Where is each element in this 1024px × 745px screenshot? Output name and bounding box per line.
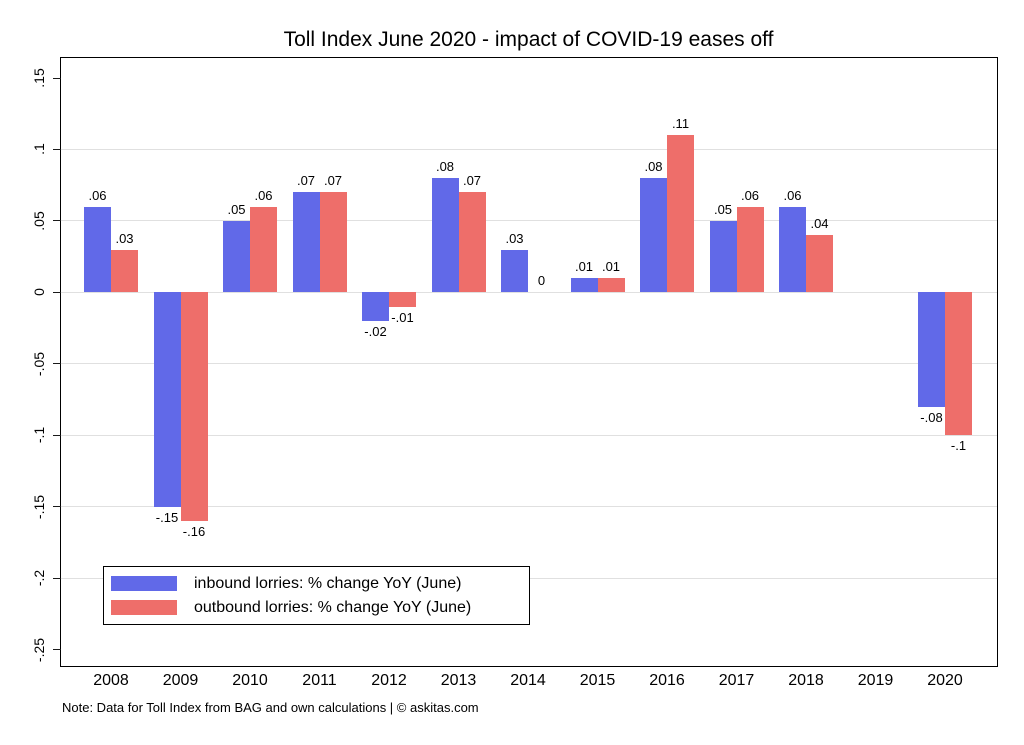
bar-label-inbound-2015: .01 xyxy=(574,259,594,275)
bar-inbound-2018 xyxy=(779,206,806,293)
bar-label-inbound-2020: -.08 xyxy=(920,409,943,425)
x-tick-label-2016: 2016 xyxy=(649,672,685,689)
bar-outbound-2008 xyxy=(111,249,138,293)
bar-label-inbound-2012: -.02 xyxy=(364,323,387,339)
x-tick-label-2009: 2009 xyxy=(162,672,199,689)
y-tick xyxy=(53,148,61,150)
y-tick-label: 0 xyxy=(31,288,47,297)
x-tick-label-2011: 2011 xyxy=(302,672,337,689)
x-tick-label-2008: 2008 xyxy=(93,672,129,689)
bar-inbound-2014 xyxy=(501,249,528,293)
legend-label-inbound: inbound lorries: % change YoY (June) xyxy=(194,574,462,592)
bar-label-outbound-2014: 0 xyxy=(537,273,546,289)
y-tick-label: .05 xyxy=(31,211,47,231)
bar-outbound-2018 xyxy=(806,235,833,293)
y-tick xyxy=(53,363,61,365)
x-tick-label-2014: 2014 xyxy=(510,672,546,689)
bar-outbound-2009 xyxy=(180,292,208,522)
y-tick xyxy=(53,220,61,222)
chart-title: Toll Index June 2020 - impact of COVID-1… xyxy=(283,28,774,51)
x-tick-label-2013: 2013 xyxy=(440,672,477,689)
y-tick xyxy=(53,77,61,79)
bar-label-inbound-2009: -.15 xyxy=(155,509,179,525)
bar-label-outbound-2009: -.16 xyxy=(182,524,206,540)
bar-inbound-2015 xyxy=(570,278,598,293)
bar-inbound-2017 xyxy=(709,220,737,293)
bar-inbound-2012 xyxy=(362,292,389,321)
bar-label-inbound-2013: .08 xyxy=(435,159,455,175)
bar-label-outbound-2012: -.01 xyxy=(391,309,414,325)
y-tick-label: -.05 xyxy=(31,351,47,376)
bar-label-inbound-2010: .05 xyxy=(227,201,246,217)
bar-label-outbound-2017: .06 xyxy=(740,187,760,203)
gridline xyxy=(61,291,997,293)
bar-label-inbound-2016: .08 xyxy=(644,159,663,175)
bar-label-outbound-2015: .01 xyxy=(601,259,621,275)
outbound-color-swatch xyxy=(111,600,177,615)
x-tick-label-2010: 2010 xyxy=(232,672,268,689)
y-tick-label: .1 xyxy=(31,143,47,156)
bar-label-inbound-2018: .06 xyxy=(783,187,802,203)
gridline xyxy=(61,220,997,222)
y-tick-label: -.25 xyxy=(31,637,47,662)
plot-area: .15 .1 .05 0 -.05 -.1 -.15 -.2 -.25 2008 2009 2010 2… xyxy=(31,57,998,689)
bar-outbound-2011 xyxy=(319,192,347,293)
bar-inbound-2016 xyxy=(640,178,667,293)
y-tick xyxy=(53,291,61,293)
x-tick-label-2018: 2018 xyxy=(788,672,824,689)
x-tick-label-2020: 2020 xyxy=(927,672,963,689)
bar-label-inbound-2008: .06 xyxy=(88,187,107,203)
bar-label-inbound-2017: .05 xyxy=(713,201,733,217)
bar-inbound-2020 xyxy=(918,292,945,407)
bar-outbound-2013 xyxy=(458,192,486,293)
bar-inbound-2013 xyxy=(431,178,459,293)
x-tick-label-2015: 2015 xyxy=(579,672,616,689)
bar-label-outbound-2013: .07 xyxy=(462,173,482,189)
bar-label-outbound-2010: .06 xyxy=(254,187,273,203)
y-tick-label: -.2 xyxy=(31,570,47,587)
bar-label-inbound-2014: .03 xyxy=(505,230,524,246)
bar-inbound-2008 xyxy=(84,206,111,293)
gridline xyxy=(61,434,997,436)
x-tick-label-2012: 2012 xyxy=(371,672,407,689)
y-tick xyxy=(53,506,61,508)
x-tick-label-2017: 2017 xyxy=(718,672,755,689)
legend-box: inbound lorries: % change YoY (June) out… xyxy=(103,566,530,625)
bar-label-outbound-2016: .11 xyxy=(671,116,690,132)
legend-item-outbound: outbound lorries: % change YoY (June) xyxy=(104,599,529,617)
gridline xyxy=(61,148,997,150)
bar-inbound-2009 xyxy=(153,292,181,507)
bar-label-outbound-2008: .03 xyxy=(115,230,134,246)
y-tick xyxy=(53,649,61,651)
bar-inbound-2010 xyxy=(223,220,250,293)
y-tick xyxy=(53,577,61,579)
bar-outbound-2015 xyxy=(597,278,625,293)
bar-outbound-2020 xyxy=(945,292,972,436)
bar-label-inbound-2011: .07 xyxy=(296,173,316,189)
y-tick-label: -.15 xyxy=(31,494,47,519)
y-tick-label: .15 xyxy=(31,68,47,88)
bar-outbound-2010 xyxy=(250,206,277,293)
y-tick xyxy=(53,434,61,436)
x-tick-label-2019: 2019 xyxy=(857,672,894,689)
bar-outbound-2012 xyxy=(389,292,416,307)
bar-label-outbound-2020: -.1 xyxy=(950,438,967,454)
legend-item-inbound: inbound lorries: % change YoY (June) xyxy=(104,575,529,593)
inbound-color-swatch xyxy=(111,576,177,591)
bar-label-outbound-2011: .07 xyxy=(323,173,343,189)
bar-outbound-2016 xyxy=(667,135,694,293)
source-note: Note: Data for Toll Index from BAG and o… xyxy=(62,700,479,715)
bar-inbound-2011 xyxy=(292,192,320,293)
gridline xyxy=(61,363,997,365)
bar-label-outbound-2018: .04 xyxy=(810,216,829,232)
gridline xyxy=(61,506,997,508)
y-tick-label: -.1 xyxy=(31,427,47,444)
bar-outbound-2017 xyxy=(736,206,764,293)
legend-label-outbound: outbound lorries: % change YoY (June) xyxy=(194,598,472,616)
